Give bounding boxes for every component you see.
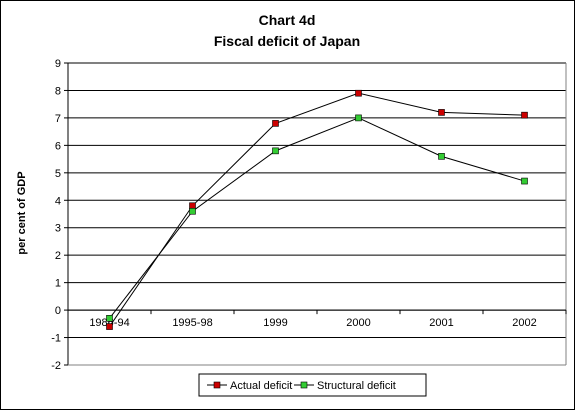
y-tick-label: -1 [51,333,61,345]
y-tick-label: 2 [55,250,61,262]
data-point [355,89,362,97]
x-tick-label: 1995-98 [172,317,212,329]
data-point [189,202,196,210]
legend: Actual deficit Structural deficit [198,373,427,397]
x-tick-label: 1986-94 [89,317,129,329]
y-tick-label: 0 [55,305,61,317]
data-point [272,147,279,155]
data-point [355,114,362,122]
y-tick-label: 6 [55,140,61,152]
legend-marker [213,381,221,389]
y-tick-label: 5 [55,168,61,180]
data-point [272,120,279,127]
x-tick-label: 2000 [346,317,370,329]
y-tick-label: 1 [55,278,61,290]
series-line-actual [109,92,525,327]
data-point [438,109,445,116]
x-tick-label: 2002 [512,317,536,329]
y-tick-label: 8 [55,85,61,97]
y-tick-label: -2 [51,360,61,372]
data-point [521,111,528,119]
chart-title: Chart 4d [259,12,316,28]
y-tick-label: 3 [55,223,61,235]
data-point [106,323,113,330]
data-point [521,177,528,185]
y-axis-label: per cent of GDP [16,171,28,254]
legend-label: Actual deficit [230,380,292,392]
legend-label: Structural deficit [317,380,396,392]
y-tick-label: 4 [55,195,61,207]
x-tick-label: 2001 [429,317,453,329]
series-line-structural [109,117,525,319]
series-lines [106,89,528,330]
axes: -2 -1 0 1 2 3 4 5 6 7 8 9 1986-94 1995-98 1999 2000 2001… [51,58,567,372]
data-point [189,207,196,215]
y-tick-label: 9 [55,58,61,70]
y-tick-label: 7 [55,113,61,125]
gridlines [68,62,566,339]
x-tick-label: 1999 [263,317,287,329]
legend-marker [300,381,308,389]
chart-subtitle: Fiscal deficit of Japan [214,33,360,49]
data-point [438,153,445,160]
data-point [106,315,113,322]
